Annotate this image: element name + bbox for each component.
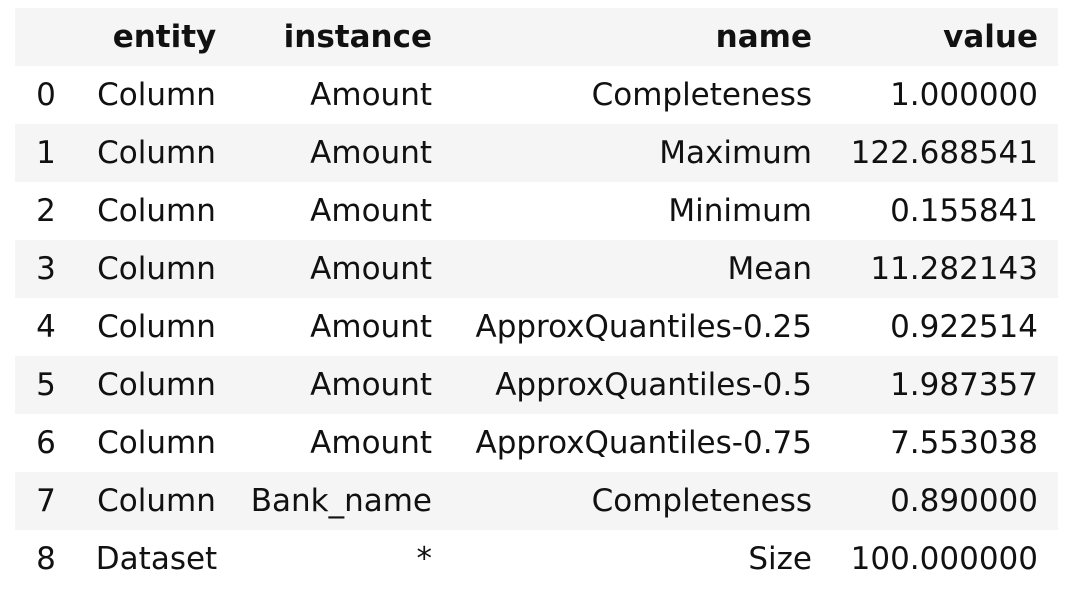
header-name: name [715, 19, 812, 55]
table-row: 2 Column Amount Minimum 0.155841 [15, 182, 1058, 240]
cell-instance: * [416, 541, 433, 577]
cell-value: 100.000000 [850, 541, 1038, 577]
cell-entity: Column [97, 251, 216, 287]
table-row: 5 Column Amount ApproxQuantiles-0.5 1.98… [15, 356, 1058, 414]
cell-value: 0.922514 [890, 309, 1038, 345]
header-row: entity instance name value [15, 8, 1058, 66]
cell-value: 11.282143 [870, 251, 1038, 287]
table-row: 0 Column Amount Completeness 1.000000 [15, 66, 1058, 124]
cell-instance: Amount [310, 251, 432, 287]
cell-value: 0.890000 [890, 483, 1038, 519]
cell-value: 1.987357 [890, 367, 1038, 403]
row-index: 2 [36, 193, 56, 229]
cell-instance: Bank_name [250, 483, 432, 519]
cell-name: Size [748, 541, 812, 577]
table-row: 3 Column Amount Mean 11.282143 [15, 240, 1058, 298]
cell-instance: Amount [310, 425, 432, 461]
row-index: 8 [36, 541, 56, 577]
table-row: 8 Dataset * Size 100.000000 [15, 530, 1058, 588]
cell-name: ApproxQuantiles-0.5 [495, 367, 812, 403]
cell-entity: Column [97, 309, 216, 345]
header-index [15, 8, 77, 66]
cell-name: Completeness [591, 77, 812, 113]
cell-entity: Column [97, 135, 216, 171]
cell-entity: Dataset [95, 541, 218, 577]
table-body: 0 Column Amount Completeness 1.000000 1 … [15, 66, 1058, 588]
row-index: 4 [36, 309, 56, 345]
table-row: 6 Column Amount ApproxQuantiles-0.75 7.5… [15, 414, 1058, 472]
cell-entity: Column [97, 483, 216, 519]
row-index: 3 [36, 251, 56, 287]
metrics-dataframe-table: entity instance name value 0 Column Amou… [15, 8, 1058, 588]
cell-instance: Amount [310, 77, 432, 113]
cell-name: ApproxQuantiles-0.75 [475, 425, 813, 461]
row-index: 6 [36, 425, 56, 461]
row-index: 7 [36, 483, 56, 519]
table-row: 7 Column Bank_name Completeness 0.890000 [15, 472, 1058, 530]
cell-name: ApproxQuantiles-0.25 [475, 309, 813, 345]
table-header: entity instance name value [15, 8, 1058, 66]
cell-value: 0.155841 [890, 193, 1038, 229]
cell-entity: Column [97, 193, 216, 229]
cell-instance: Amount [310, 309, 432, 345]
dataframe-container: entity instance name value 0 Column Amou… [15, 8, 1058, 588]
row-index: 0 [36, 77, 56, 113]
cell-instance: Amount [310, 367, 432, 403]
cell-entity: Column [97, 425, 216, 461]
cell-entity: Column [97, 77, 216, 113]
cell-entity: Column [97, 367, 216, 403]
table-row: 1 Column Amount Maximum 122.688541 [15, 124, 1058, 182]
header-value: value [943, 19, 1038, 55]
table-row: 4 Column Amount ApproxQuantiles-0.25 0.9… [15, 298, 1058, 356]
cell-value: 7.553038 [890, 425, 1038, 461]
cell-value: 122.688541 [850, 135, 1038, 171]
header-entity: entity [112, 19, 217, 55]
cell-name: Maximum [659, 135, 812, 171]
cell-name: Mean [727, 251, 812, 287]
cell-instance: Amount [310, 135, 432, 171]
cell-name: Minimum [668, 193, 812, 229]
cell-name: Completeness [591, 483, 812, 519]
header-instance: instance [283, 19, 432, 55]
cell-instance: Amount [310, 193, 432, 229]
row-index: 1 [36, 135, 56, 171]
cell-value: 1.000000 [890, 77, 1038, 113]
row-index: 5 [36, 367, 56, 403]
